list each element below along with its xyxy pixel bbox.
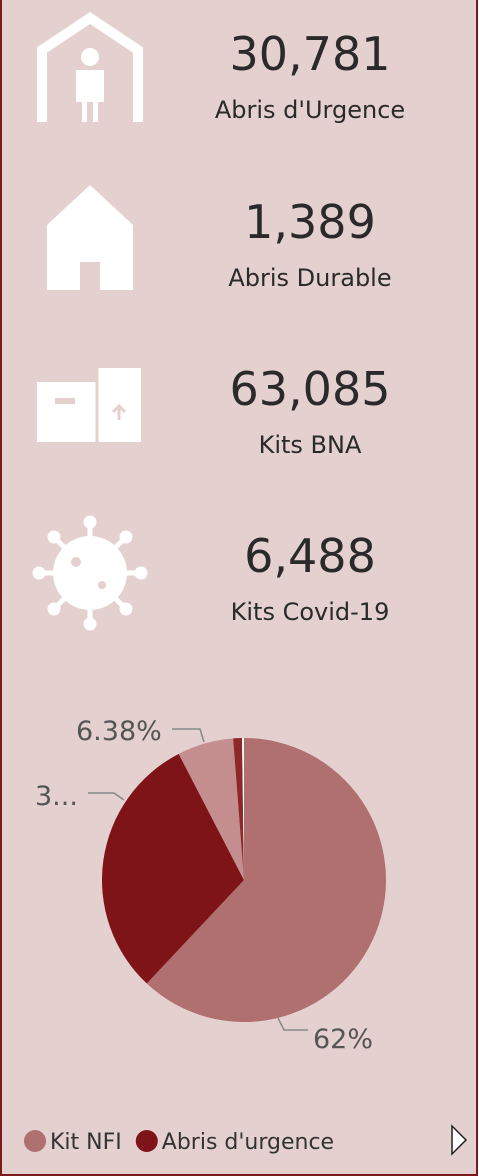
- kpi-label: Kits BNA: [259, 431, 362, 459]
- slice-label: 62%: [313, 1024, 373, 1055]
- kpi-label: Kits Covid-19: [231, 598, 390, 626]
- kpi-label: Abris Durable: [228, 264, 391, 292]
- legend-swatch: [135, 1130, 158, 1152]
- slice-label: 3...: [35, 781, 78, 812]
- legend-next-button[interactable]: [451, 1124, 468, 1156]
- slice-label: 6.38%: [76, 716, 162, 747]
- kpi-value: 30,781: [230, 27, 391, 81]
- leader-line: [277, 1017, 308, 1031]
- kpi-value: 1,389: [244, 195, 376, 249]
- kpi-value: 63,085: [230, 362, 391, 416]
- kpi-value: 6,488: [244, 529, 376, 583]
- legend-swatch: [24, 1130, 46, 1152]
- shelter-icon: [37, 11, 143, 122]
- legend-label: Abris d'urgence: [162, 1130, 334, 1155]
- pie-slice: [178, 738, 244, 880]
- leader-line: [172, 728, 205, 743]
- legend-label: Kit NFI: [50, 1130, 122, 1155]
- person-icon: [76, 48, 104, 122]
- leader-line: [88, 792, 125, 801]
- pie-slice: [242, 738, 244, 880]
- pie-slice: [233, 738, 244, 880]
- boxes-icon: [37, 368, 141, 442]
- pie-slice: [102, 753, 244, 984]
- kpi-label: Abris d'Urgence: [215, 96, 405, 124]
- pie-slice: [146, 738, 386, 1023]
- virus-icon: [32, 515, 148, 631]
- house-icon: [47, 185, 133, 290]
